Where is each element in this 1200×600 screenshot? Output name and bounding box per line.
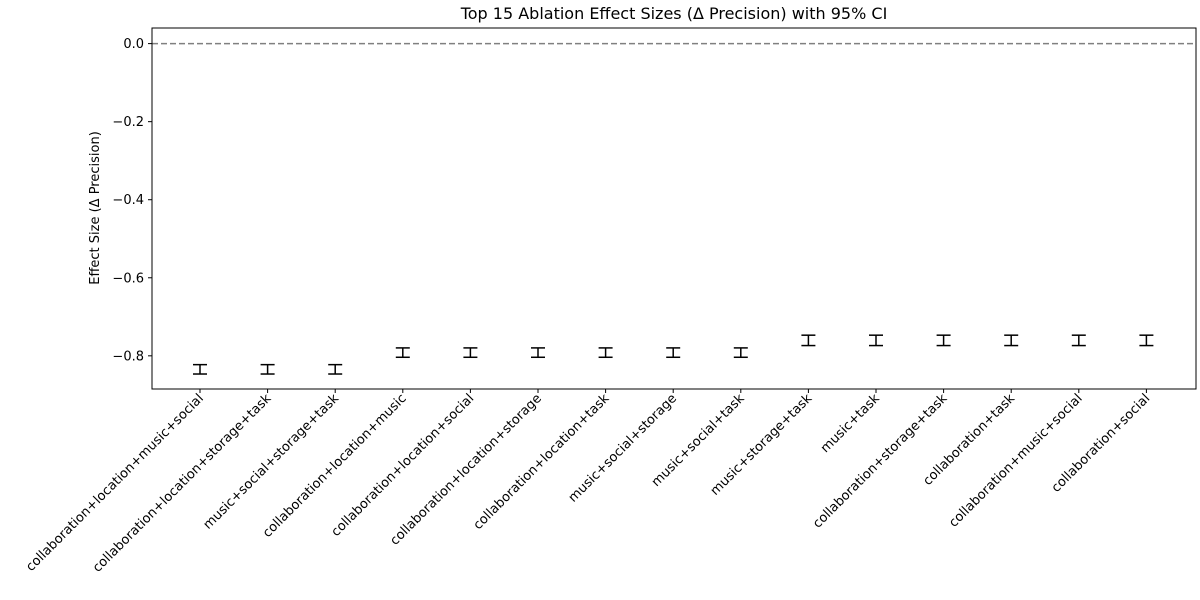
error-bar [463, 347, 478, 359]
error-bar [598, 347, 613, 359]
x-tick-label: collaboration+storage+task [810, 391, 951, 532]
error-bar [1004, 334, 1019, 347]
x-tick-label: collaboration+music+social [946, 391, 1085, 530]
error-bar [869, 334, 883, 347]
x-tick-label: music+social+storage+task [201, 391, 343, 533]
error-bar [328, 363, 343, 375]
error-bar [395, 347, 410, 359]
x-tick-label: music+task [818, 391, 883, 456]
error-bar [801, 334, 816, 347]
error-bar [193, 363, 207, 375]
y-tick-label: −0.6 [112, 271, 144, 286]
y-tick-label: 0.0 [123, 37, 144, 52]
error-bar [666, 347, 681, 359]
x-tick-label: collaboration+location+storage [388, 391, 545, 548]
x-tick-label: collaboration+location+music [260, 391, 410, 541]
x-tick-label: music+social+storage [566, 391, 680, 505]
x-tick-label: collaboration+location+task [471, 391, 613, 533]
x-tick-label: collaboration+location+social [329, 391, 478, 540]
chart-title: Top 15 Ablation Effect Sizes (Δ Precisio… [460, 4, 888, 23]
error-bar [733, 347, 748, 359]
error-bar [936, 334, 951, 347]
error-bar [260, 363, 275, 375]
plot-frame [151, 27, 1197, 390]
y-tick-label: −0.2 [112, 115, 144, 130]
y-tick-label: −0.4 [112, 193, 144, 208]
error-bar [1071, 334, 1086, 347]
axis-ticks: 0.0 −0.2 −0.4 −0.6 −0.8 collaboration+locatio… [23, 37, 1153, 575]
y-tick-label: −0.8 [112, 349, 144, 364]
error-bar [531, 347, 545, 359]
y-axis-label: Effect Size (Δ Precision) [88, 131, 103, 285]
plot-area [152, 42, 1196, 375]
error-bar [1139, 334, 1154, 347]
